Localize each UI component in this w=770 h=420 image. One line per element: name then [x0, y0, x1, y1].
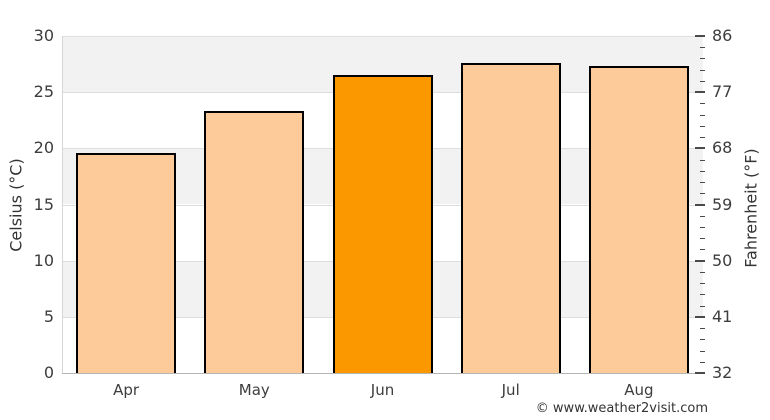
fahrenheit-minor-tick	[700, 215, 705, 217]
fahrenheit-tick-label: 41	[712, 306, 733, 326]
fahrenheit-minor-tick	[700, 159, 705, 161]
x-axis-line	[62, 373, 704, 374]
fahrenheit-major-tick	[695, 147, 705, 150]
bar-jun[interactable]	[332, 75, 433, 373]
x-tick-label-may: May	[238, 381, 270, 399]
fahrenheit-minor-tick	[700, 249, 705, 251]
celsius-tick-label: 20	[33, 138, 54, 158]
fahrenheit-major-tick	[695, 315, 705, 318]
fahrenheit-minor-tick	[700, 305, 705, 307]
watermark-link[interactable]: © www.weather2visit.com	[535, 401, 708, 416]
fahrenheit-major-tick	[695, 372, 705, 374]
fahrenheit-minor-tick	[700, 69, 705, 71]
bar-apr[interactable]	[76, 152, 177, 373]
fahrenheit-minor-tick	[700, 137, 705, 139]
celsius-tick-label: 0	[43, 363, 54, 382]
fahrenheit-minor-tick	[700, 47, 705, 49]
fahrenheit-minor-tick	[700, 294, 705, 296]
celsius-tick-label: 30	[33, 26, 54, 45]
fahrenheit-minor-tick	[700, 339, 705, 341]
bar-may[interactable]	[204, 111, 305, 373]
fahrenheit-tick-label: 32	[712, 363, 733, 382]
fahrenheit-minor-tick	[700, 114, 705, 116]
fahrenheit-minor-tick	[700, 226, 705, 228]
fahrenheit-minor-tick	[700, 361, 705, 363]
x-tick-label-jun: Jun	[370, 381, 395, 399]
fahrenheit-tick-label: 59	[712, 194, 733, 214]
x-tick-label-apr: Apr	[113, 381, 140, 399]
fahrenheit-minor-tick	[700, 80, 705, 82]
fahrenheit-tick-label: 86	[712, 26, 733, 45]
fahrenheit-minor-tick	[700, 103, 705, 105]
celsius-tick-label: 25	[33, 82, 54, 102]
fahrenheit-major-tick	[695, 91, 705, 94]
celsius-tick-label: 5	[43, 306, 54, 326]
fahrenheit-minor-tick	[700, 58, 705, 60]
fahrenheit-minor-tick	[700, 182, 705, 184]
celsius-tick-label: 15	[33, 194, 54, 214]
celsius-axis-title: Celsius (°C)	[6, 158, 26, 252]
fahrenheit-tick-label: 77	[712, 82, 733, 102]
fahrenheit-minor-tick	[700, 238, 705, 240]
fahrenheit-tick-label: 50	[712, 250, 733, 270]
x-tick-label-aug: Aug	[624, 381, 654, 399]
fahrenheit-minor-tick	[700, 283, 705, 285]
gridline	[63, 36, 703, 37]
bar-jul[interactable]	[460, 62, 561, 373]
fahrenheit-minor-tick	[700, 193, 705, 195]
celsius-tick-label: 10	[33, 250, 54, 270]
fahrenheit-minor-tick	[700, 271, 705, 273]
fahrenheit-minor-tick	[700, 350, 705, 352]
fahrenheit-major-tick	[695, 35, 705, 37]
fahrenheit-major-tick	[695, 259, 705, 262]
fahrenheit-minor-tick	[700, 328, 705, 330]
fahrenheit-tick-label: 68	[712, 138, 733, 158]
fahrenheit-major-tick	[695, 203, 705, 206]
fahrenheit-minor-tick	[700, 170, 705, 172]
fahrenheit-axis-title: Fahrenheit (°F)	[741, 148, 761, 268]
x-tick-label-jul: Jul	[501, 381, 520, 399]
bar-aug[interactable]	[588, 66, 689, 373]
fahrenheit-minor-tick	[700, 125, 705, 127]
